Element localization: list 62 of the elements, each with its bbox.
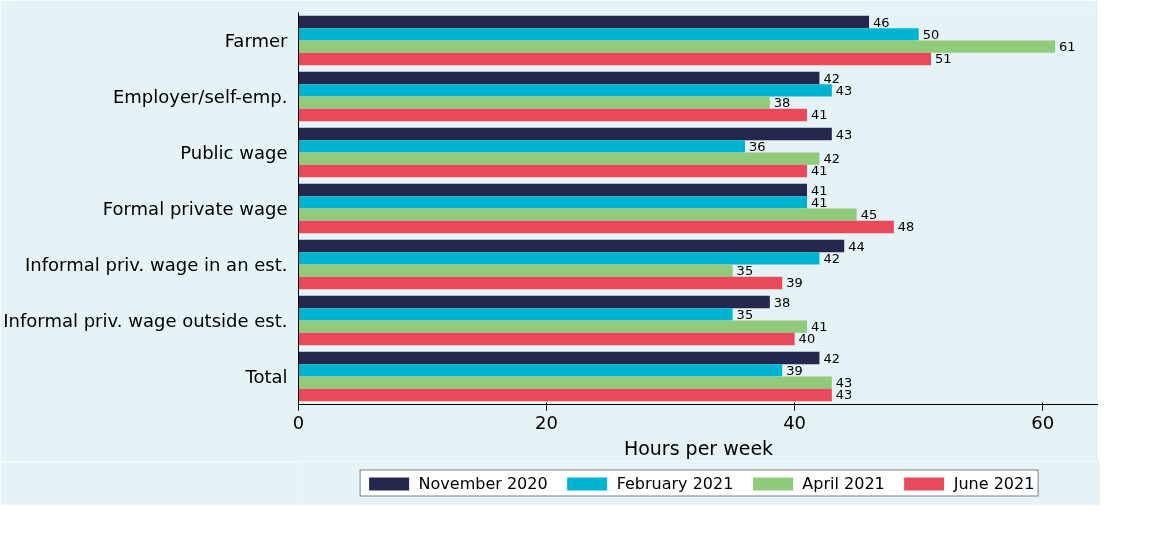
data-label: 36 <box>749 138 766 154</box>
x-axis-title: Hours per week <box>623 436 774 459</box>
data-label: 48 <box>897 219 915 235</box>
data-label: 39 <box>786 362 803 378</box>
legend-label: February 2021 <box>616 473 734 493</box>
bar <box>298 140 746 153</box>
bar <box>298 295 770 309</box>
data-label: 50 <box>922 26 940 42</box>
bar <box>298 52 932 66</box>
bar <box>298 28 919 41</box>
bar <box>298 196 808 209</box>
bar <box>298 84 832 97</box>
data-label: 44 <box>848 238 865 254</box>
bar <box>298 252 820 265</box>
data-label: 38 <box>773 294 791 310</box>
data-label: 42 <box>823 250 840 266</box>
bar <box>298 332 795 346</box>
bar <box>298 208 857 221</box>
y-tick-label: Employer/self-emp. <box>112 86 288 107</box>
bar <box>298 15 870 29</box>
data-label: 38 <box>773 95 791 111</box>
bar <box>298 152 820 165</box>
bar <box>298 40 1056 53</box>
bar <box>298 108 808 122</box>
bar <box>298 376 832 389</box>
bar <box>298 276 783 290</box>
bar <box>298 71 820 85</box>
data-label: 35 <box>736 263 754 279</box>
data-label: 35 <box>736 306 754 322</box>
y-tick-label: Public wage <box>180 142 288 163</box>
data-label: 45 <box>860 207 878 223</box>
bar <box>298 388 832 402</box>
y-tick-label: Informal priv. wage in an est. <box>25 254 288 275</box>
bar <box>298 220 894 234</box>
data-label: 41 <box>811 107 828 123</box>
bar <box>298 364 783 377</box>
legend-label: November 2020 <box>418 473 548 493</box>
x-tick-label: 40 <box>783 411 807 433</box>
bar <box>298 351 820 365</box>
x-tick-label: 60 <box>1031 411 1055 433</box>
data-label: 46 <box>873 14 890 30</box>
x-tick-label: 0 <box>292 411 305 433</box>
bar <box>298 239 845 253</box>
data-label: 51 <box>935 51 952 67</box>
legend-label: April 2021 <box>802 473 885 493</box>
bar <box>298 264 733 277</box>
y-tick-label: Formal private wage <box>102 198 288 219</box>
bar <box>298 96 770 109</box>
bar <box>298 127 832 141</box>
y-tick-label: Total <box>244 366 288 387</box>
data-label: 61 <box>1059 39 1076 55</box>
bar <box>298 308 733 321</box>
legend-label: June 2021 <box>953 473 1035 493</box>
bar <box>298 183 808 197</box>
data-label: 42 <box>823 350 840 366</box>
bar <box>298 320 808 333</box>
bar <box>298 164 808 178</box>
x-tick-label: 20 <box>535 411 559 433</box>
data-label: 43 <box>835 126 853 142</box>
y-tick-label: Farmer <box>224 30 289 51</box>
data-label: 39 <box>786 275 803 291</box>
y-tick-label: Informal priv. wage outside est. <box>3 310 288 331</box>
